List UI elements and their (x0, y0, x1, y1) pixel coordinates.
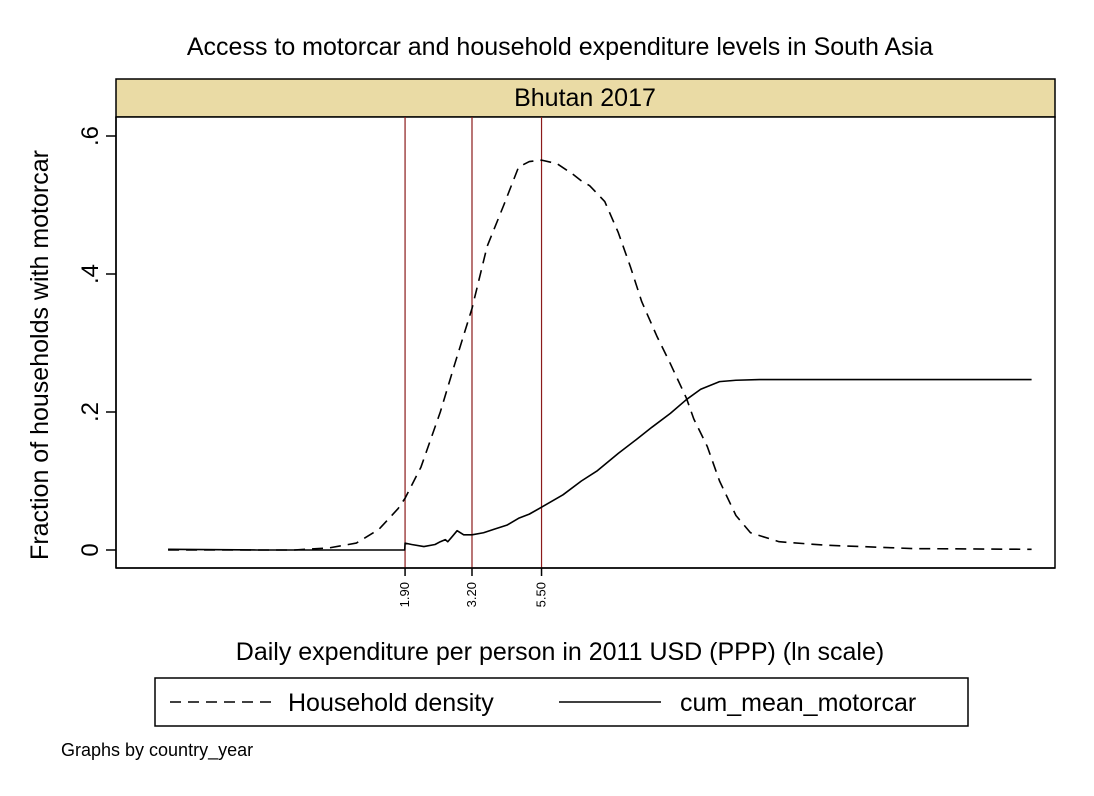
y-tick-label-2: .4 (77, 264, 104, 284)
legend-label-cum-mean-motorcar: cum_mean_motorcar (680, 689, 916, 717)
x-tick-label-0: 1.90 (397, 582, 412, 607)
panel-label: Bhutan 2017 (514, 84, 656, 112)
y-tick-label-3: .6 (77, 126, 104, 146)
graph-note: Graphs by country_year (61, 740, 253, 761)
plot-area (115, 116, 1056, 569)
y-axis-ticks: 0 .2 .4 .6 (77, 126, 116, 557)
y-tick-label-1: .2 (77, 402, 104, 422)
legend-label-household-density: Household density (288, 689, 494, 717)
x-tick-label-2: 5.50 (534, 582, 549, 607)
series-line-0 (168, 159, 1032, 551)
legend: Household density cum_mean_motorcar (154, 677, 969, 727)
x-axis-ticks: 1.90 3.20 5.50 (397, 568, 549, 607)
reference-lines (404, 117, 543, 568)
y-axis-title: Fraction of households with motorcar (26, 150, 54, 560)
x-tick-label-1: 3.20 (464, 582, 479, 607)
x-axis-title: Daily expenditure per person in 2011 USD… (236, 638, 884, 666)
series-layer (168, 159, 1032, 551)
panel-strip (115, 78, 1056, 118)
chart-title: Access to motorcar and household expendi… (187, 33, 933, 61)
series-line-1 (168, 378, 1032, 551)
y-tick-label-0: 0 (77, 543, 104, 556)
